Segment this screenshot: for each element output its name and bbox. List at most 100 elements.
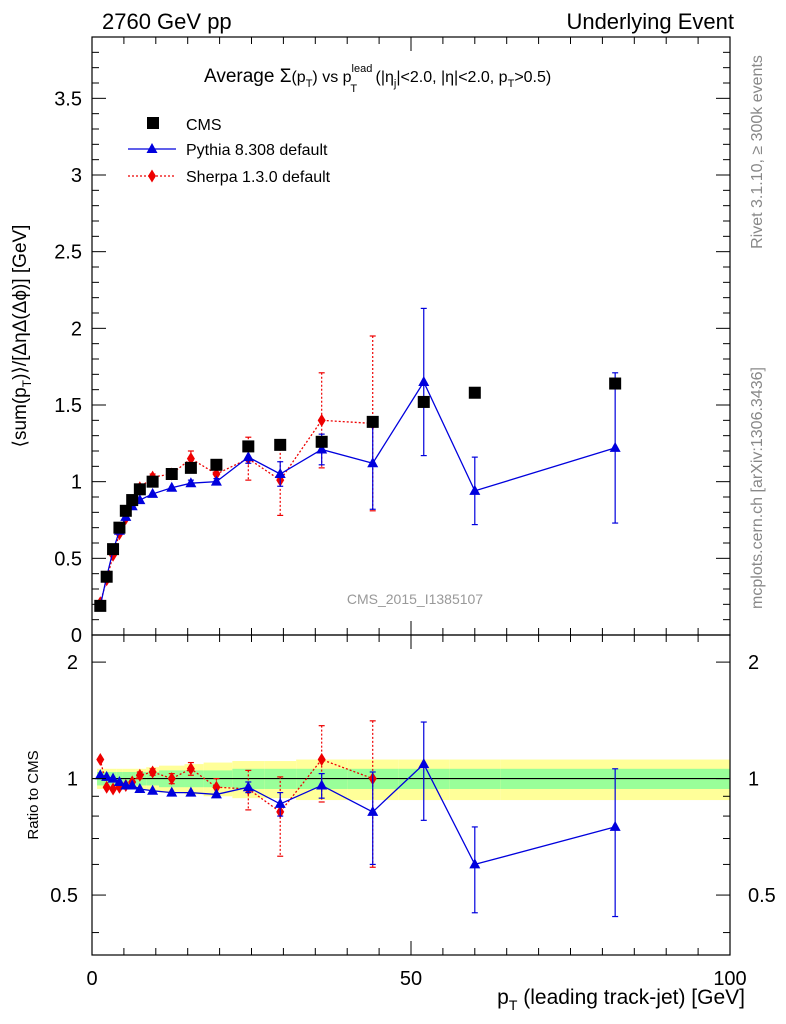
header-right: Underlying Event bbox=[566, 9, 734, 34]
legend-pythia-marker bbox=[146, 143, 158, 153]
data-point-pythia bbox=[147, 487, 159, 498]
y-tick-label: 2 bbox=[71, 318, 82, 340]
ylabel-part-b: )⟩/[ΔηΔ(Δϕ)] [GeV] bbox=[10, 225, 31, 380]
data-point-pythia bbox=[274, 797, 286, 808]
y-tick-label-right: 1 bbox=[748, 769, 759, 791]
data-point-pythia bbox=[316, 443, 328, 454]
ratio-y-axis-label: Ratio to CMS bbox=[25, 750, 42, 839]
data-point-pythia bbox=[166, 481, 178, 492]
data-point-pythia bbox=[166, 786, 178, 797]
data-point-pythia bbox=[107, 772, 119, 783]
legend-sherpa-label: Sherpa 1.3.0 default bbox=[186, 169, 331, 186]
data-point-pythia bbox=[418, 376, 430, 386]
data-point-pythia bbox=[418, 758, 430, 769]
chart-title: Average Σ(pT) vs plead T (|ηj|<2.0, |η|<2… bbox=[204, 63, 551, 95]
y-tick-label-right: 0.5 bbox=[748, 885, 776, 907]
data-point-cms bbox=[242, 440, 255, 453]
side-label-mcplots: mcplots.cern.ch [arXiv:1306.3436] bbox=[749, 367, 766, 609]
x-tick-label: 50 bbox=[400, 968, 422, 990]
main-series bbox=[94, 307, 622, 612]
data-point-sherpa bbox=[212, 780, 221, 794]
data-point-cms bbox=[315, 435, 328, 448]
ylabel-part-a: ⟨sum(p bbox=[10, 387, 31, 447]
y-tick-label: 1 bbox=[67, 769, 78, 791]
ratio-ticks: 0 50 100 0.5 0.5 1 1 2 2 bbox=[50, 635, 776, 990]
data-point-pythia bbox=[609, 820, 621, 831]
title-cuts-b: |<2.0, |η|<2.0, p bbox=[396, 69, 507, 86]
header-left: 2760 GeV pp bbox=[102, 9, 232, 34]
legend-sherpa-marker bbox=[148, 169, 156, 183]
title-j-sub: j bbox=[393, 78, 396, 90]
y-tick-label: 0.5 bbox=[54, 548, 82, 570]
xlabel-part-a: p bbox=[497, 986, 509, 1009]
data-point-pythia bbox=[469, 858, 481, 869]
data-point-pythia bbox=[113, 775, 125, 786]
x-tick-label: 100 bbox=[713, 968, 746, 990]
data-point-sherpa bbox=[148, 765, 157, 779]
data-point-cms bbox=[126, 494, 139, 507]
main-panel: 00.511.522.533.5 Average Σ(pT) vs plead T… bbox=[10, 36, 731, 647]
data-point-pythia bbox=[94, 769, 106, 780]
y-tick-label: 3 bbox=[71, 165, 82, 187]
y-tick-label: 2.5 bbox=[54, 242, 82, 264]
y-tick-label: 2 bbox=[67, 652, 78, 674]
title-sigma: Σ bbox=[280, 66, 292, 87]
main-ticks: 0 0.5 1 1.5 2 2.5 3 3.5 bbox=[54, 36, 731, 647]
data-point-pythia bbox=[147, 784, 159, 795]
data-point-cms bbox=[165, 468, 178, 480]
y-tick-label: 1 bbox=[71, 472, 82, 494]
x-tick-label: 0 bbox=[86, 968, 97, 990]
data-point-sherpa bbox=[317, 413, 326, 427]
data-point-cms bbox=[609, 377, 622, 390]
title-cuts-a: (|η bbox=[371, 69, 394, 86]
data-point-pythia bbox=[210, 475, 222, 486]
xlabel-part-b: (leading track-jet) [GeV] bbox=[517, 986, 745, 1009]
legend-cms-marker bbox=[147, 117, 159, 129]
data-point-cms bbox=[133, 483, 146, 496]
data-point-pythia bbox=[134, 782, 146, 793]
data-point-cms bbox=[107, 543, 120, 556]
data-point-pythia bbox=[609, 441, 621, 452]
data-point-pythia bbox=[316, 779, 328, 790]
xlabel-sub: T bbox=[509, 997, 518, 1013]
legend-cms-label: CMS bbox=[186, 117, 222, 134]
title-cuts-c: >0.5) bbox=[514, 69, 551, 86]
data-point-cms bbox=[113, 521, 126, 534]
y-tick-label-right: 2 bbox=[748, 652, 759, 674]
data-point-cms bbox=[210, 458, 223, 471]
ylabel-sub: T bbox=[20, 379, 34, 387]
side-label-rivet: Rivet 3.1.10, ≥ 300k events bbox=[749, 55, 766, 249]
y-tick-label: 1.5 bbox=[54, 395, 82, 417]
ratio-series bbox=[94, 720, 621, 918]
data-point-cms bbox=[146, 475, 159, 488]
data-point-sherpa bbox=[102, 780, 111, 794]
title-t-sub2: T bbox=[350, 83, 357, 95]
title-lead-sup: lead bbox=[352, 63, 373, 75]
data-point-cms bbox=[100, 570, 113, 583]
title-pt-close: ) bbox=[312, 69, 317, 86]
data-point-pythia bbox=[185, 477, 197, 488]
data-point-pythia bbox=[469, 484, 481, 495]
title-t-sub3: T bbox=[508, 78, 515, 90]
data-point-pythia bbox=[367, 805, 379, 816]
y-tick-label: 0.5 bbox=[50, 885, 78, 907]
data-point-sherpa bbox=[317, 753, 326, 767]
data-point-cms bbox=[119, 504, 132, 517]
data-point-sherpa bbox=[96, 753, 105, 767]
series-line-pythia bbox=[99, 380, 616, 607]
series-line-sherpa bbox=[99, 419, 373, 603]
data-point-cms bbox=[366, 415, 379, 428]
data-point-cms bbox=[94, 599, 107, 612]
data-point-pythia bbox=[126, 779, 138, 790]
legend: CMS Pythia 8.308 default Sherpa 1.3.0 de… bbox=[128, 117, 331, 186]
x-axis-label: pT (leading track-jet) [GeV] bbox=[497, 986, 745, 1013]
y-tick-label: 3.5 bbox=[54, 88, 82, 110]
watermark: CMS_2015_I1385107 bbox=[347, 591, 483, 607]
title-prefix: Average bbox=[204, 66, 280, 87]
data-point-pythia bbox=[367, 457, 379, 468]
data-point-cms bbox=[417, 395, 430, 408]
ratio-panel: 0 50 100 0.5 0.5 1 1 2 2 Ratio to CMS bbox=[25, 634, 776, 990]
title-t-sub: T bbox=[306, 78, 313, 90]
title-vs: vs p bbox=[318, 69, 352, 86]
